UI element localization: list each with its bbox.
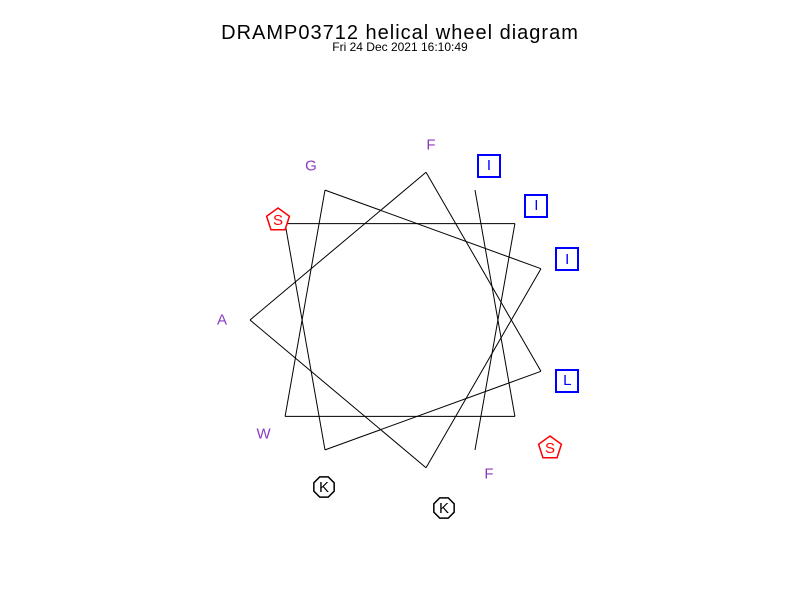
residue-9-L: L [555,369,579,393]
residue-1-I: I [477,154,501,178]
helical-wheel-svg [0,0,800,600]
residue-13-F: F [484,466,493,483]
svg-text:S: S [545,440,555,457]
svg-text:K: K [319,479,329,496]
svg-text:S: S [273,212,283,229]
residue-5-I: I [555,247,579,271]
residue-8-F: F [426,136,435,153]
residue-4-G: G [305,157,317,174]
residue-12-I: I [524,194,548,218]
residue-3-W: W [257,426,271,443]
svg-text:K: K [439,500,449,517]
residue-7-A: A [217,312,227,329]
